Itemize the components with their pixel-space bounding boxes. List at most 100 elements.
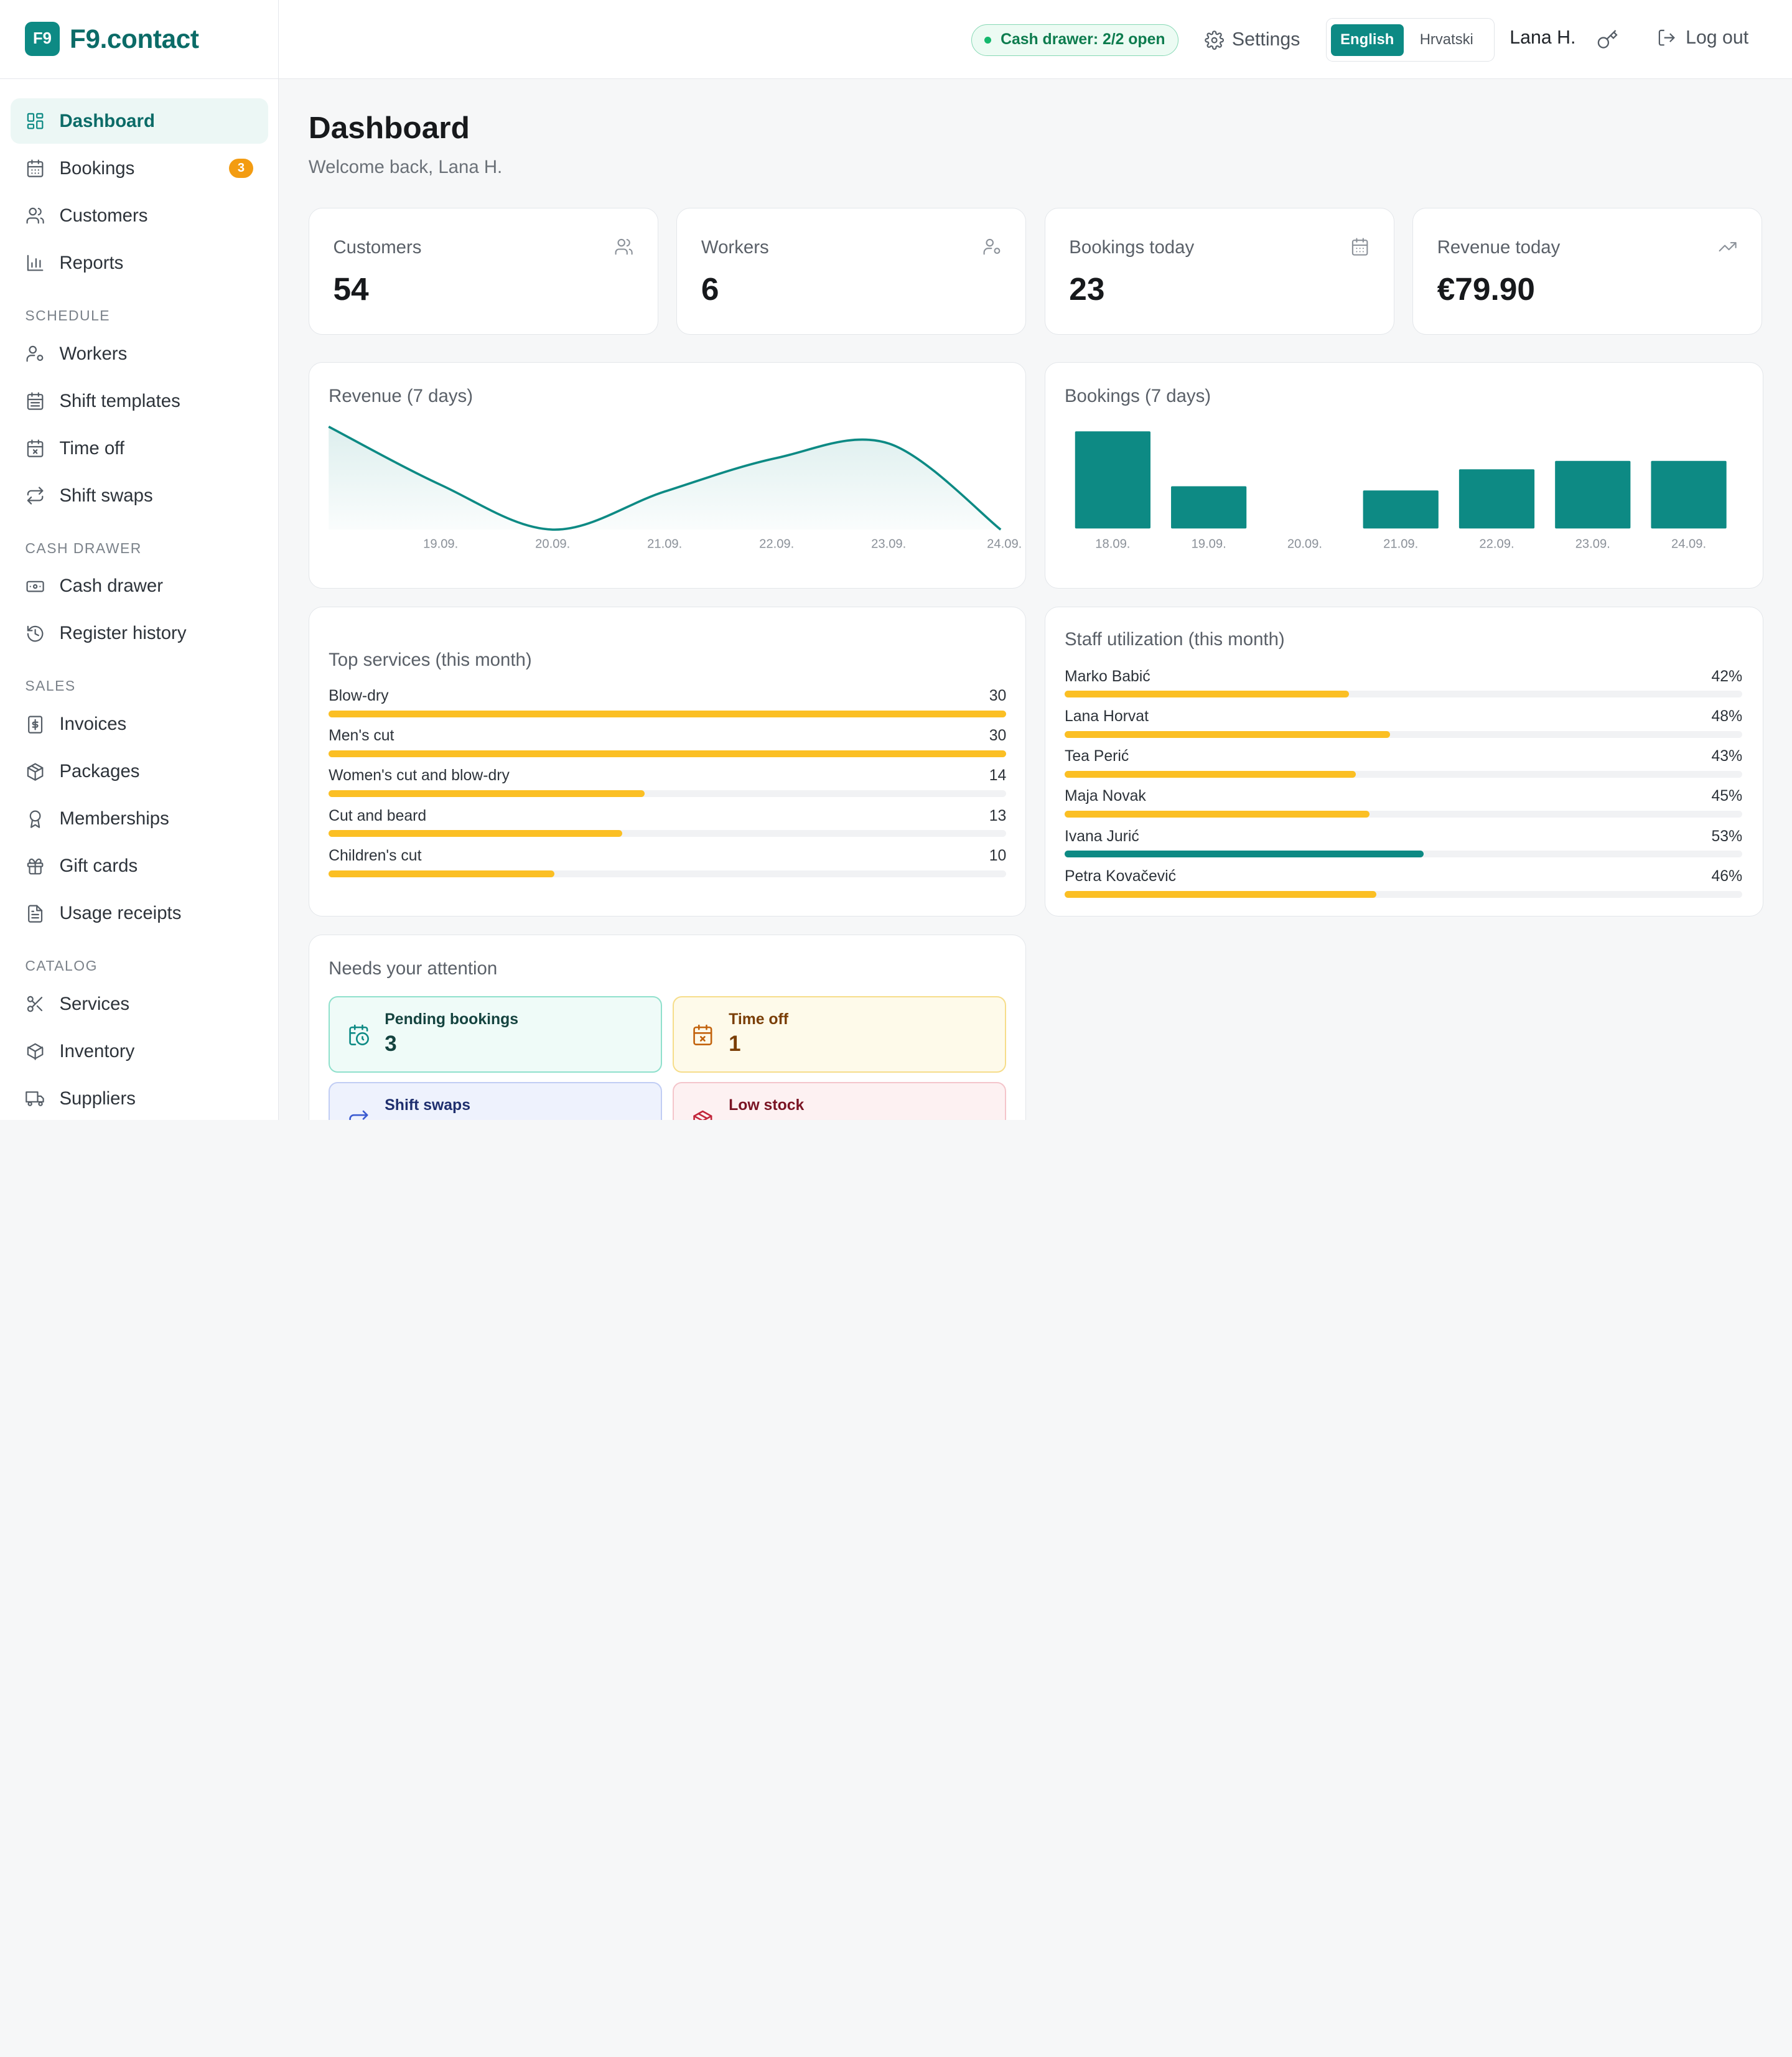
attention-time-off[interactable]: Time off 1 xyxy=(672,996,1007,1073)
users-icon xyxy=(25,205,45,226)
bookings-bar[interactable] xyxy=(1651,460,1727,529)
cash-drawer-status-badge[interactable]: Cash drawer: 2/2 open xyxy=(971,24,1178,56)
sidebar-item-packages[interactable]: Packages xyxy=(11,749,268,794)
sidebar: F9 F9.contact Dashboard Bookings 3 Custo… xyxy=(0,0,279,1120)
sidebar-item-shift-templates[interactable]: Shift templates xyxy=(11,378,268,424)
calendar-grid-icon xyxy=(25,391,45,411)
sidebar-item-shift-swaps[interactable]: Shift swaps xyxy=(11,473,268,518)
revenue-chart-card: Revenue (7 days) 19.09. 20.09. 21.09. 22.09… xyxy=(308,362,1027,589)
bar-list-label: Cut and beard xyxy=(329,807,427,824)
attention-shift-swaps[interactable]: Shift swaps xyxy=(329,1081,663,1120)
calendar-icon xyxy=(25,158,45,179)
lang-english-button[interactable]: English xyxy=(1330,24,1404,56)
bar-list-value: 42% xyxy=(1711,668,1743,685)
sidebar-item-cash-drawer[interactable]: Cash drawer xyxy=(11,564,268,609)
swap-icon xyxy=(25,485,45,506)
status-dot xyxy=(984,36,992,44)
sidebar-item-suppliers[interactable]: Suppliers xyxy=(11,1076,268,1120)
bar-fill xyxy=(1064,851,1424,858)
bar-track xyxy=(329,710,1007,717)
attention-label: Shift swaps xyxy=(385,1096,470,1114)
x-tick-label: 21.09. xyxy=(647,538,682,551)
bar-list-value: 53% xyxy=(1711,828,1743,845)
bar-fill xyxy=(329,710,1007,717)
brand[interactable]: F9 F9.contact xyxy=(0,0,279,79)
user-name[interactable]: Lana H. xyxy=(1510,27,1576,49)
key-icon[interactable] xyxy=(1597,29,1618,50)
gear-icon xyxy=(1205,30,1224,50)
bookings-bar[interactable] xyxy=(1170,486,1246,529)
sidebar-item-workers[interactable]: Workers xyxy=(11,331,268,376)
sidebar-item-register-history[interactable]: Register history xyxy=(11,611,268,656)
sidebar-section-cash-drawer: CASH DRAWER xyxy=(25,539,142,556)
bar-list-label: Tea Perić xyxy=(1064,748,1129,765)
truck-icon xyxy=(25,1089,45,1109)
stat-card-bookings-today[interactable]: Bookings today 23 xyxy=(1044,208,1394,335)
bookings-bar[interactable] xyxy=(1554,460,1631,529)
sidebar-item-label: Inventory xyxy=(59,1041,135,1062)
bar-list-label: Petra Kovačević xyxy=(1064,868,1177,885)
sidebar-item-bookings[interactable]: Bookings 3 xyxy=(11,146,268,191)
bar-list-row: Petra Kovačević 46% xyxy=(1064,868,1743,905)
bar-list-value: 43% xyxy=(1711,748,1743,765)
x-tick-label: 21.09. xyxy=(1383,538,1418,551)
bar-list-label: Children's cut xyxy=(329,847,422,864)
attention-label: Pending bookings xyxy=(385,1010,519,1028)
stat-card-revenue-today[interactable]: Revenue today €79.90 xyxy=(1412,208,1763,335)
top-services-card: Top services (this month) Blow-dry 30 Men'… xyxy=(308,607,1027,917)
sidebar-item-services[interactable]: Services xyxy=(11,981,268,1027)
staff-utilization-card: Staff utilization (this month) Marko Bab… xyxy=(1044,607,1764,917)
x-tick-label: 22.09. xyxy=(759,538,794,551)
award-icon xyxy=(25,809,45,829)
sidebar-item-gift-cards[interactable]: Gift cards xyxy=(11,843,268,889)
bar-fill xyxy=(329,870,555,877)
sidebar-item-memberships[interactable]: Memberships xyxy=(11,796,268,841)
sidebar-nav: Dashboard Bookings 3 Customers Reports S… xyxy=(0,79,278,1120)
settings-button[interactable]: Settings xyxy=(1205,23,1300,57)
staff-utilization-title: Staff utilization (this month) xyxy=(1064,629,1285,650)
sidebar-item-label: Shift swaps xyxy=(59,485,153,506)
sidebar-item-label: Gift cards xyxy=(59,856,138,877)
bar-list-row: Lana Horvat 48% xyxy=(1064,707,1743,745)
page-subtitle: Welcome back, Lana H. xyxy=(308,156,503,177)
lang-croatian-button[interactable]: Hrvatski xyxy=(1419,31,1473,49)
bar-list-row: Women's cut and blow-dry 14 xyxy=(329,767,1007,804)
attention-low-stock[interactable]: Low stock xyxy=(672,1081,1007,1120)
attention-pending-bookings[interactable]: Pending bookings 3 xyxy=(329,996,663,1073)
sidebar-item-label: Services xyxy=(59,994,130,1015)
stat-card-workers[interactable]: Workers 6 xyxy=(676,208,1027,335)
bar-track xyxy=(1064,770,1743,778)
sidebar-item-dashboard[interactable]: Dashboard xyxy=(10,98,268,144)
sidebar-item-label: Time off xyxy=(59,437,124,459)
attention-count: 3 xyxy=(385,1031,397,1056)
bar-track xyxy=(329,750,1007,757)
bookings-bar[interactable] xyxy=(1075,431,1150,529)
bookings-bar[interactable] xyxy=(1363,490,1439,529)
settings-label: Settings xyxy=(1231,29,1300,50)
sidebar-item-time-off[interactable]: Time off xyxy=(11,426,268,471)
sidebar-item-label: Dashboard xyxy=(59,110,155,131)
user-cog-icon xyxy=(982,237,1002,256)
bar-list-label: Lana Horvat xyxy=(1064,707,1149,725)
stat-card-customers[interactable]: Customers 54 xyxy=(308,208,658,335)
invoice-icon xyxy=(25,714,45,735)
bar-list-value: 14 xyxy=(989,767,1007,785)
bar-fill xyxy=(329,830,623,837)
bar-fill xyxy=(1064,770,1356,778)
sidebar-item-label: Customers xyxy=(59,205,148,226)
sidebar-item-usage-receipts[interactable]: Usage receipts xyxy=(11,891,268,936)
brand-logo: F9 xyxy=(25,22,60,57)
sidebar-item-customers[interactable]: Customers xyxy=(11,193,268,238)
bookings-bar[interactable] xyxy=(1458,469,1534,529)
bar-track xyxy=(1064,890,1743,898)
logout-button[interactable]: Log out xyxy=(1657,27,1748,49)
bar-track xyxy=(1064,691,1743,698)
bar-list-label: Ivana Jurić xyxy=(1064,828,1139,845)
gift-icon xyxy=(25,856,45,877)
sidebar-item-invoices[interactable]: Invoices xyxy=(11,701,268,747)
bar-fill xyxy=(1064,691,1350,698)
stat-label: Bookings today xyxy=(1069,237,1195,258)
sidebar-item-inventory[interactable]: Inventory xyxy=(11,1028,268,1074)
sidebar-item-reports[interactable]: Reports xyxy=(11,240,268,286)
bookings-chart-card: Bookings (7 days) 18.09. 19.09. 20.09. 21.0… xyxy=(1044,362,1764,589)
